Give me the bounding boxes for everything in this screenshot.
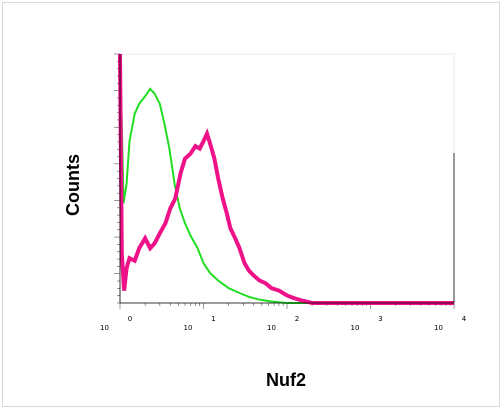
figure-frame: 10 0 10 1 10 2 10 3 10 4 Counts Nuf2 xyxy=(2,2,500,407)
x-tick-label-base: 10 xyxy=(434,324,443,332)
x-axis-label: Nuf2 xyxy=(266,370,306,390)
x-tick-label-exponent: 2 xyxy=(295,315,299,323)
x-tick-label-base: 10 xyxy=(184,324,193,332)
x-tick-label-exponent: 1 xyxy=(211,315,215,323)
histogram-series-line xyxy=(119,53,454,304)
series-layer xyxy=(118,53,454,305)
x-tick-label-base: 10 xyxy=(100,324,109,332)
x-tick-label-exponent: 4 xyxy=(462,315,467,323)
plot-area xyxy=(119,53,455,304)
x-tick-label-base: 10 xyxy=(351,324,360,332)
x-ticks: 10 0 10 1 10 2 10 3 10 4 xyxy=(100,303,467,332)
y-axis-label: Counts xyxy=(63,154,83,216)
histogram-chart: 10 0 10 1 10 2 10 3 10 4 Counts Nuf2 xyxy=(63,53,467,390)
x-tick-label-exponent: 3 xyxy=(378,315,382,323)
x-tick-label-base: 10 xyxy=(267,324,276,332)
histogram-series-line xyxy=(118,53,454,305)
x-tick-label-exponent: 0 xyxy=(128,315,132,323)
